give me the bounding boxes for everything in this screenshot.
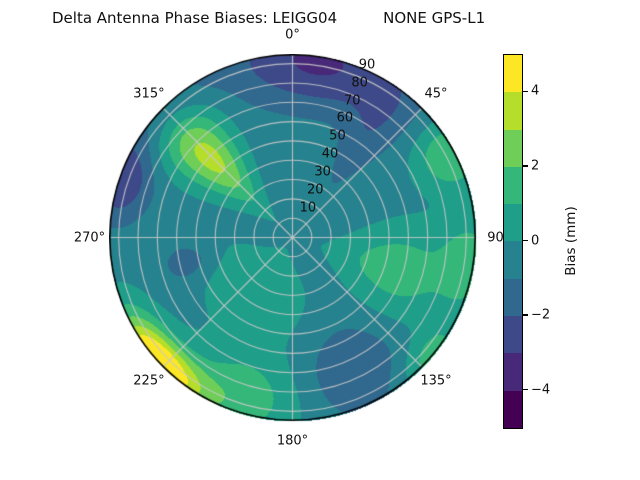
colorbar-tick-label-0: 0: [531, 233, 540, 248]
theta-tick-label-0: 0°: [285, 27, 300, 42]
colorbar-tick-label-2: 2: [531, 158, 540, 174]
colorbar-tick-2: [522, 165, 528, 167]
r-tick-label-80: 80: [351, 75, 368, 91]
colorbar-tick-0: [522, 239, 528, 242]
colorbar-band: [504, 316, 522, 354]
theta-tick-label-270: 270°: [73, 230, 106, 245]
colorbar-tick-4: [522, 90, 528, 92]
colorbar-tick-label--4: −4: [531, 382, 551, 398]
colorbar: [503, 54, 523, 429]
r-tick-label-50: 50: [329, 128, 346, 144]
r-tick-label-10: 10: [299, 200, 317, 216]
colorbar-tick-label--2: −2: [531, 307, 551, 323]
colorbar-band: [504, 353, 522, 391]
colorbar-tick-label-4: 4: [531, 83, 540, 99]
theta-tick-label-135: 135°: [420, 373, 452, 389]
title-right: NONE GPS-L1: [383, 9, 486, 27]
theta-tick-label-180: 180°: [276, 433, 309, 448]
colorbar-band: [504, 241, 522, 279]
colorbar-axis-label: Bias (mm): [563, 206, 579, 276]
r-tick-label-40: 40: [321, 146, 339, 162]
colorbar-band: [504, 278, 522, 317]
figure-title: Delta Antenna Phase Biases: LEIGG04 NONE…: [52, 9, 485, 27]
r-tick-label-70: 70: [343, 93, 361, 109]
colorbar-tick--4: [522, 389, 528, 391]
colorbar-band: [504, 129, 522, 167]
theta-tick-label-315: 315°: [133, 86, 165, 102]
polar-contour-plot: [109, 54, 477, 422]
title-left: Delta Antenna Phase Biases: LEIGG04: [52, 9, 338, 27]
colorbar-band: [504, 55, 522, 93]
colorbar-band: [504, 390, 522, 428]
colorbar-tick--2: [522, 314, 528, 316]
colorbar-band: [504, 204, 522, 242]
colorbar-band: [504, 92, 522, 130]
theta-tick-label-225: 225°: [133, 373, 165, 389]
r-tick-label-90: 90: [358, 57, 376, 73]
r-tick-label-30: 30: [314, 164, 331, 180]
theta-tick-label-90: 90: [487, 230, 504, 245]
r-tick-label-60: 60: [336, 110, 354, 126]
r-tick-label-20: 20: [307, 182, 324, 198]
theta-tick-label-45: 45°: [424, 86, 448, 102]
colorbar-band: [504, 166, 522, 205]
